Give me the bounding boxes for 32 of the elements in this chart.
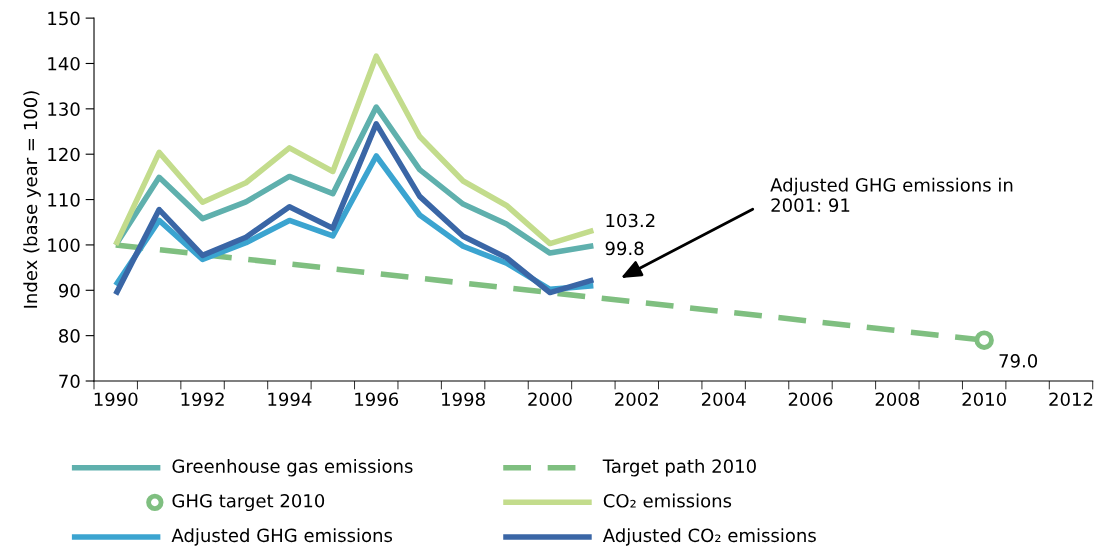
x-tick-label: 2008 <box>875 392 920 407</box>
legend-label: Adjusted GHG emissions <box>171 528 393 546</box>
y-tick-label: 120 <box>48 147 80 162</box>
x-tick-label: 2006 <box>788 392 833 407</box>
y-tick-label: 130 <box>48 102 80 116</box>
legend-label: Greenhouse gas emissions <box>172 459 413 477</box>
legend-label: Adjusted CO₂ emissions <box>602 528 816 546</box>
y-tick-label: 80 <box>59 329 80 343</box>
legend-label: CO₂ emissions <box>603 493 732 508</box>
x-tick-label: 2004 <box>701 392 746 407</box>
x-tick-label: 1994 <box>268 392 312 407</box>
x-tick-label: 1996 <box>355 392 399 407</box>
data-label: 103.2 <box>606 213 655 228</box>
legend-label: GHG target 2010 <box>172 493 325 512</box>
x-tick-label: 1990 <box>94 392 138 407</box>
y-tick-label: 100 <box>48 238 80 253</box>
x-tick-label: 1998 <box>442 392 485 407</box>
x-tick-label: 2002 <box>615 392 658 407</box>
y-tick-label: 150 <box>48 11 80 26</box>
x-tick-label: 2010 <box>962 392 1006 407</box>
data-label: 99.8 <box>605 241 644 256</box>
y-tick-label: 140 <box>48 56 80 71</box>
y-tick-label: 90 <box>58 283 80 298</box>
annotation: Adjusted GHG emissions in 2001: 91 <box>770 177 1013 212</box>
y-tick-label: 70 <box>59 374 80 389</box>
x-tick-label: 2012 <box>1049 392 1093 407</box>
y-tick-label: 110 <box>48 193 80 207</box>
x-tick-label: 2000 <box>528 392 572 407</box>
x-tick-label: 1992 <box>181 392 224 407</box>
legend-label: Target path 2010 <box>602 459 756 477</box>
y-axis-title: Index (base year = 100) <box>23 91 41 308</box>
data-label: 79.0 <box>999 353 1038 368</box>
